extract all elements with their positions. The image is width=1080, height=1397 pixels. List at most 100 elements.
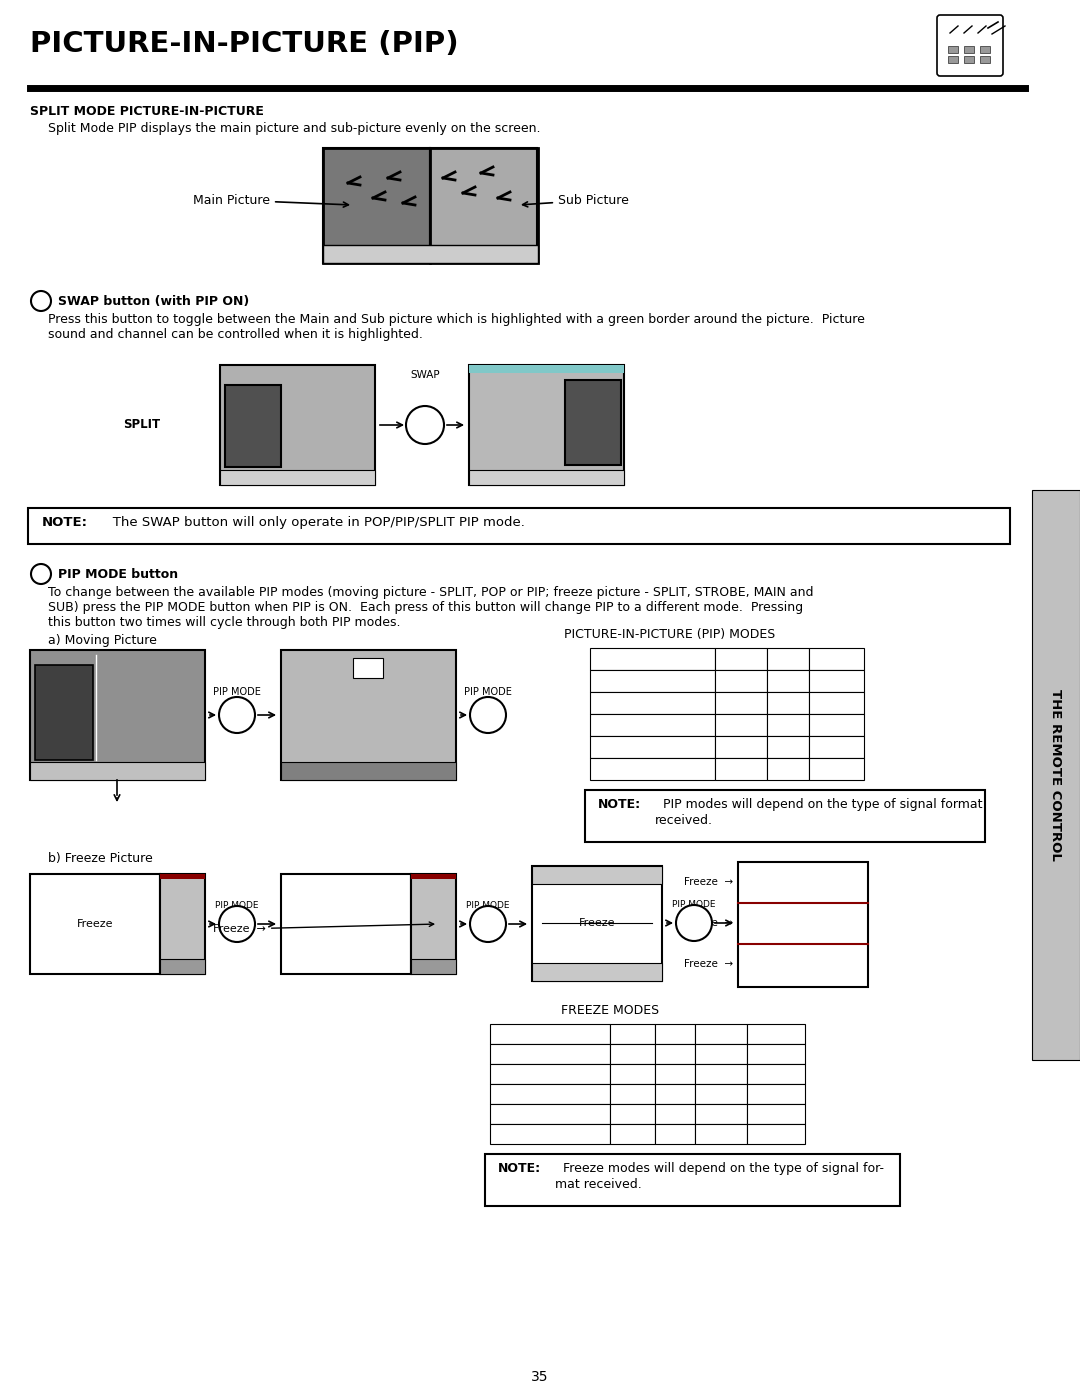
Text: sound and channel can be controlled when it is highlighted.: sound and channel can be controlled when…	[48, 328, 423, 341]
Text: NOTE:: NOTE:	[42, 515, 87, 529]
Text: Press this button to toggle between the Main and Sub picture which is highlighte: Press this button to toggle between the …	[48, 313, 865, 326]
Bar	[323, 148, 430, 263]
Text: Freeze  →: Freeze →	[213, 922, 434, 935]
Text: Split Mode PIP displays the main picture and sub-picture evenly on the screen.: Split Mode PIP displays the main picture…	[48, 122, 540, 136]
Bar	[30, 650, 205, 780]
Bar	[490, 1065, 610, 1084]
Text: X: X	[772, 1127, 780, 1140]
Bar	[490, 1024, 610, 1044]
Bar	[411, 875, 456, 974]
Text: YES: YES	[824, 763, 848, 775]
Text: SPLIT MODE PICTURE-IN-PICTURE: SPLIT MODE PICTURE-IN-PICTURE	[30, 105, 264, 117]
Text: Sub Picture: Sub Picture	[523, 194, 629, 207]
Bar	[220, 469, 375, 485]
Text: this button two times will cycle through both PIP modes.: this button two times will cycle through…	[48, 616, 401, 629]
Text: 480p: 480p	[535, 1087, 565, 1101]
Bar	[490, 1084, 610, 1104]
Bar	[767, 736, 809, 759]
Bar	[696, 1024, 747, 1044]
Bar	[715, 648, 767, 671]
Bar	[610, 1024, 654, 1044]
Bar	[747, 1065, 805, 1084]
Bar	[28, 509, 1010, 543]
Text: X: X	[772, 1087, 780, 1101]
Circle shape	[31, 291, 51, 312]
Text: NTSC (ANT A/B): NTSC (ANT A/B)	[603, 675, 701, 687]
Text: SPLIT: SPLIT	[816, 652, 855, 665]
Text: x: x	[738, 740, 745, 753]
Text: 720p: 720p	[535, 1108, 565, 1120]
Bar	[696, 1065, 747, 1084]
Text: POP: POP	[619, 1028, 646, 1041]
Bar	[430, 148, 537, 263]
Bar	[654, 1024, 696, 1044]
Bar	[532, 866, 662, 981]
Text: YES: YES	[765, 1067, 787, 1080]
Text: mat received.: mat received.	[555, 1178, 642, 1192]
Bar	[590, 692, 715, 714]
Text: SWAP: SWAP	[410, 370, 440, 380]
Text: 2: 2	[37, 295, 45, 307]
Bar	[610, 1125, 654, 1144]
Text: YES: YES	[710, 1108, 732, 1120]
Bar	[654, 1084, 696, 1104]
Text: POP: POP	[727, 652, 755, 665]
Bar	[767, 759, 809, 780]
Bar	[767, 648, 809, 671]
Text: To change between the available PIP modes (moving picture - SPLIT, POP or PIP; f: To change between the available PIP mode…	[48, 585, 813, 599]
Bar	[767, 671, 809, 692]
Text: Main Picture: Main Picture	[193, 194, 349, 207]
Text: YES: YES	[729, 675, 753, 687]
Text: YES: YES	[824, 740, 848, 753]
Text: SPLIT: SPLIT	[702, 1028, 740, 1041]
Text: x: x	[784, 675, 792, 687]
Text: YES: YES	[664, 1127, 686, 1140]
Text: PIP: PIP	[777, 652, 799, 665]
Text: The SWAP button will only operate in POP/PIP/SPLIT PIP mode.: The SWAP button will only operate in POP…	[100, 515, 525, 529]
Bar	[281, 875, 411, 974]
Text: Freeze  →: Freeze →	[684, 877, 733, 887]
Text: x: x	[784, 718, 792, 732]
Bar	[654, 1125, 696, 1144]
Text: 720p: 720p	[636, 740, 667, 753]
Bar	[715, 714, 767, 736]
Text: 3: 3	[37, 567, 45, 581]
Text: 480i: 480i	[537, 1067, 563, 1080]
Bar	[469, 365, 624, 485]
Bar	[654, 1065, 696, 1084]
Text: PIP MODE: PIP MODE	[467, 901, 510, 909]
Bar	[715, 692, 767, 714]
Bar	[281, 650, 456, 780]
Bar	[809, 692, 864, 714]
Bar	[747, 1044, 805, 1065]
Text: PIP: PIP	[664, 1028, 686, 1041]
Circle shape	[406, 407, 444, 444]
Text: x: x	[629, 1108, 635, 1120]
Text: PICTURE-IN-PICTURE (PIP) MODES: PICTURE-IN-PICTURE (PIP) MODES	[565, 629, 775, 641]
Bar	[490, 1104, 610, 1125]
Bar	[696, 1084, 747, 1104]
Bar	[738, 862, 868, 988]
Text: PIP MODE: PIP MODE	[213, 687, 261, 697]
Bar	[767, 714, 809, 736]
Bar	[490, 1125, 610, 1144]
Text: SWAP button (with PIP ON): SWAP button (with PIP ON)	[58, 295, 249, 307]
Text: PIP MODE: PIP MODE	[464, 687, 512, 697]
Text: x: x	[672, 1067, 678, 1080]
Text: a) Moving Picture: a) Moving Picture	[48, 634, 157, 647]
Bar	[809, 759, 864, 780]
Text: YES: YES	[765, 1048, 787, 1060]
Circle shape	[219, 907, 255, 942]
Bar	[160, 958, 205, 974]
Text: x: x	[784, 740, 792, 753]
Text: YES: YES	[621, 1067, 643, 1080]
Text: Freeze: Freeze	[77, 919, 113, 929]
Text: x: x	[629, 1127, 635, 1140]
Text: NTSC (ANT A/B): NTSC (ANT A/B)	[503, 1048, 596, 1060]
Text: YES: YES	[710, 1087, 732, 1101]
Text: 480i: 480i	[638, 697, 665, 710]
Text: 35: 35	[531, 1370, 549, 1384]
Text: STROBE: STROBE	[750, 1028, 802, 1041]
Bar	[565, 380, 621, 465]
Bar	[1032, 490, 1080, 1060]
